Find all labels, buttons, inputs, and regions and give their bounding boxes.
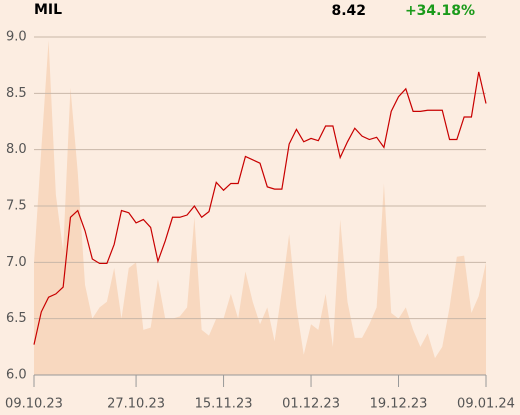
y-tick-label: 6.5 bbox=[6, 311, 27, 326]
y-tick-label: 8.0 bbox=[6, 142, 27, 157]
y-tick-label: 6.0 bbox=[6, 368, 27, 383]
x-tick-label: 15.11.23 bbox=[195, 397, 253, 412]
x-tick-label: 19.12.23 bbox=[370, 397, 428, 412]
chart-title: MIL bbox=[34, 2, 62, 18]
price-line bbox=[33, 71, 487, 345]
y-tick-label: 8.5 bbox=[6, 86, 27, 101]
price-change: +34.18% bbox=[405, 3, 475, 19]
y-tick-label: 9.0 bbox=[6, 30, 27, 45]
last-price: 8.42 bbox=[331, 3, 366, 19]
volume-area bbox=[34, 40, 486, 375]
x-tick-label: 01.12.23 bbox=[282, 397, 340, 412]
y-tick-label: 7.0 bbox=[6, 255, 27, 270]
x-tick-label: 27.10.23 bbox=[107, 397, 165, 412]
x-tick-label: 09.10.23 bbox=[5, 397, 63, 412]
x-tick-label: 09.01.24 bbox=[457, 397, 515, 412]
y-tick-label: 7.5 bbox=[6, 199, 27, 214]
